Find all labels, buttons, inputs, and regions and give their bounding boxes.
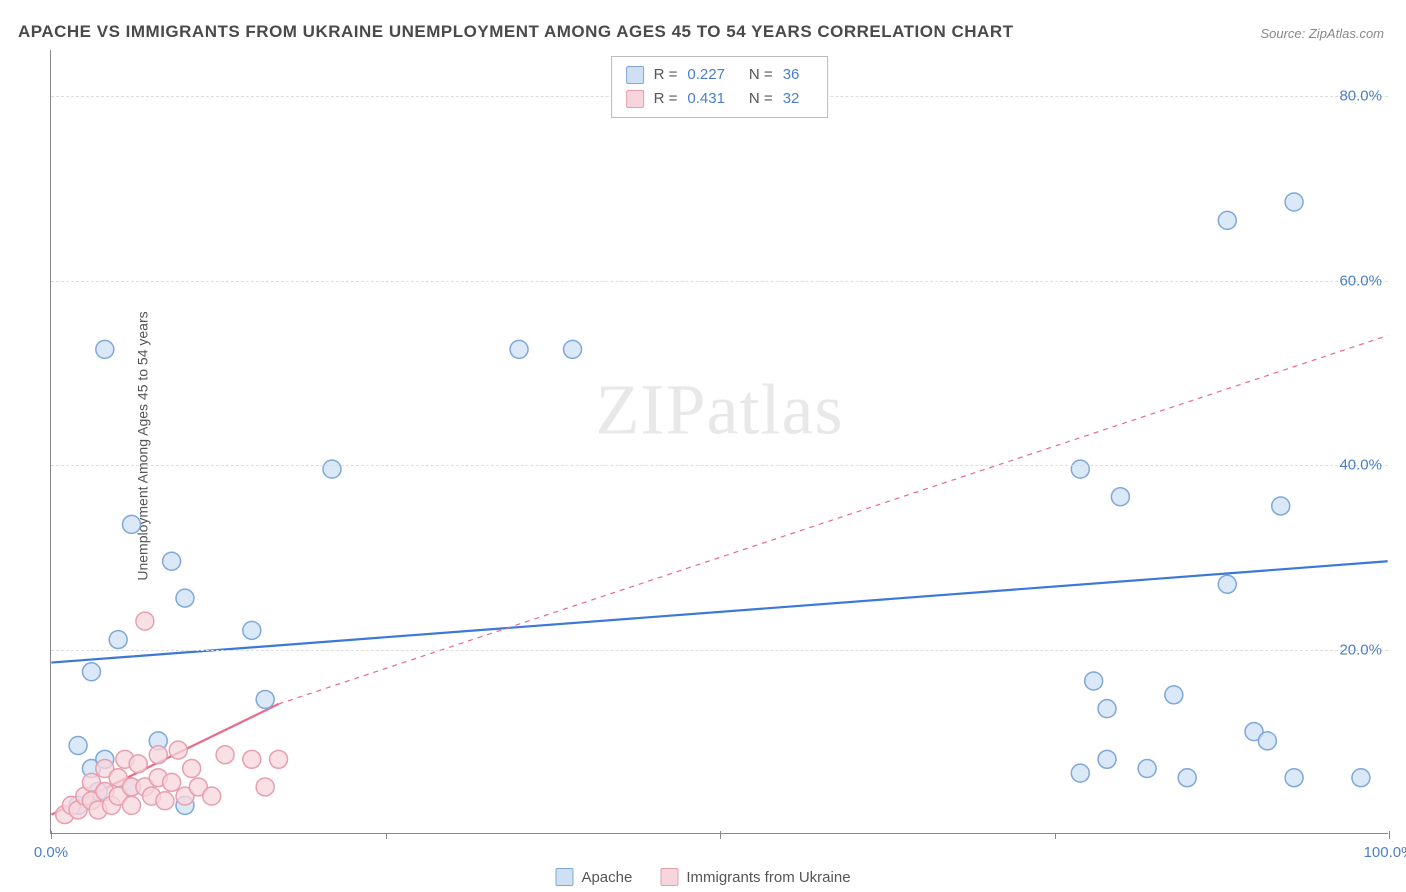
stat-n-label: N = xyxy=(749,87,773,111)
data-point xyxy=(1111,488,1129,506)
legend-item: Apache xyxy=(555,868,632,886)
x-tick xyxy=(720,831,721,839)
legend-swatch xyxy=(626,66,644,84)
data-point xyxy=(203,787,221,805)
y-tick-label: 60.0% xyxy=(1339,272,1382,289)
data-point xyxy=(1285,193,1303,211)
stat-r-label: R = xyxy=(654,63,678,87)
data-point xyxy=(1272,497,1290,515)
chart-title: APACHE VS IMMIGRANTS FROM UKRAINE UNEMPL… xyxy=(18,22,1014,42)
data-point xyxy=(243,750,261,768)
stats-row: R = 0.431 N = 32 xyxy=(626,87,814,111)
x-tick xyxy=(1389,831,1390,839)
data-point xyxy=(1071,764,1089,782)
gridline xyxy=(51,281,1388,282)
data-point xyxy=(109,631,127,649)
stats-legend: R = 0.227 N = 36 R = 0.431 N = 32 xyxy=(611,56,829,118)
data-point xyxy=(1352,769,1370,787)
gridline xyxy=(51,465,1388,466)
data-point xyxy=(136,612,154,630)
data-point xyxy=(270,750,288,768)
data-point xyxy=(183,760,201,778)
plot-area: ZIPatlas 20.0%40.0%60.0%80.0%0.0%100.0%R… xyxy=(50,50,1388,834)
data-point xyxy=(1085,672,1103,690)
data-point xyxy=(323,460,341,478)
stats-row: R = 0.227 N = 36 xyxy=(626,63,814,87)
data-point xyxy=(1258,732,1276,750)
data-point xyxy=(1285,769,1303,787)
legend-bottom: Apache Immigrants from Ukraine xyxy=(555,868,850,886)
source-attribution: Source: ZipAtlas.com xyxy=(1260,26,1384,41)
data-point xyxy=(96,340,114,358)
data-point xyxy=(510,340,528,358)
y-tick-label: 20.0% xyxy=(1339,641,1382,658)
chart-svg xyxy=(51,50,1388,833)
data-point xyxy=(1138,760,1156,778)
stat-n-label: N = xyxy=(749,63,773,87)
data-point xyxy=(243,621,261,639)
stat-r-label: R = xyxy=(654,87,678,111)
trend-line-apache xyxy=(51,561,1387,662)
x-tick-label: 0.0% xyxy=(34,844,68,861)
data-point xyxy=(163,773,181,791)
data-point xyxy=(156,792,174,810)
legend-item: Immigrants from Ukraine xyxy=(660,868,850,886)
x-tick-minor xyxy=(1055,833,1056,839)
x-tick-minor xyxy=(386,833,387,839)
data-point xyxy=(163,552,181,570)
data-point xyxy=(129,755,147,773)
stat-n-value: 32 xyxy=(783,87,800,111)
data-point xyxy=(176,589,194,607)
legend-swatch xyxy=(555,868,573,886)
x-tick-label: 100.0% xyxy=(1364,844,1406,861)
data-point xyxy=(149,746,167,764)
data-point xyxy=(256,778,274,796)
data-point xyxy=(1218,211,1236,229)
stat-r-value: 0.227 xyxy=(687,63,725,87)
y-tick-label: 40.0% xyxy=(1339,457,1382,474)
data-point xyxy=(69,736,87,754)
legend-label: Apache xyxy=(581,869,632,886)
data-point xyxy=(216,746,234,764)
data-point xyxy=(1098,700,1116,718)
data-point xyxy=(82,663,100,681)
gridline xyxy=(51,650,1388,651)
data-point xyxy=(123,796,141,814)
stat-r-value: 0.431 xyxy=(687,87,725,111)
y-tick-label: 80.0% xyxy=(1339,88,1382,105)
data-point xyxy=(1218,575,1236,593)
data-point xyxy=(1165,686,1183,704)
data-point xyxy=(564,340,582,358)
x-tick xyxy=(51,831,52,839)
data-point xyxy=(1098,750,1116,768)
stat-n-value: 36 xyxy=(783,63,800,87)
data-point xyxy=(1178,769,1196,787)
data-point xyxy=(169,741,187,759)
legend-swatch xyxy=(660,868,678,886)
legend-label: Immigrants from Ukraine xyxy=(686,869,850,886)
legend-swatch xyxy=(626,90,644,108)
data-point xyxy=(1071,460,1089,478)
data-point xyxy=(123,515,141,533)
data-point xyxy=(256,690,274,708)
